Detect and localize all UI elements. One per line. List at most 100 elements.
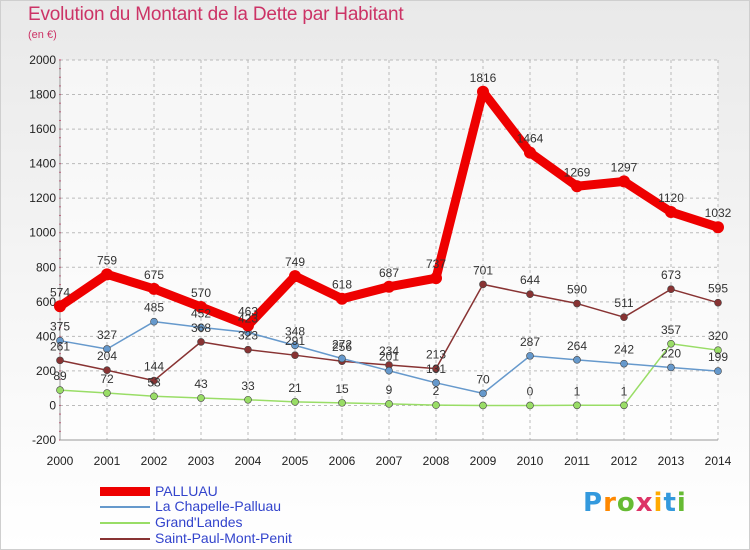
data-point [618, 175, 630, 188]
legend-swatch-grand-landes [100, 522, 150, 524]
y-tick-label: 600 [36, 295, 56, 309]
data-label: 204 [97, 349, 117, 363]
data-point [432, 379, 440, 387]
data-label: 21 [288, 381, 302, 395]
data-label: 53 [147, 375, 161, 389]
y-tick-label: 400 [36, 329, 56, 343]
data-point [244, 345, 252, 354]
x-tick-label: 2000 [47, 454, 74, 468]
x-tick-label: 2014 [705, 454, 732, 468]
data-label: 261 [50, 339, 70, 353]
data-point [430, 272, 442, 285]
logo-letter: i [653, 488, 664, 518]
data-label: 574 [50, 285, 70, 299]
x-tick-label: 2001 [94, 454, 121, 468]
data-label: 15 [335, 382, 349, 396]
data-label: 0 [527, 384, 534, 398]
logo-letter: r [603, 488, 617, 518]
x-tick-label: 2008 [423, 454, 450, 468]
x-tick-label: 2002 [141, 454, 168, 468]
plot-area [60, 60, 718, 440]
data-label: 357 [661, 323, 681, 337]
data-point [385, 400, 393, 408]
data-label: 348 [285, 324, 305, 338]
data-label: 452 [191, 306, 211, 320]
data-label: 673 [661, 268, 681, 282]
data-point [197, 338, 205, 346]
x-tick-label: 2009 [470, 454, 497, 468]
data-label: 701 [473, 263, 493, 277]
data-label: 43 [194, 377, 208, 391]
legend-swatch-saint-paul-mont-penit [100, 538, 150, 540]
data-label: 320 [708, 329, 728, 343]
data-point [432, 364, 440, 373]
logo-letter: t [663, 488, 677, 518]
logo-letter: i [676, 488, 687, 518]
data-point [150, 376, 158, 385]
x-tick-label: 2010 [517, 454, 544, 468]
y-tick-label: 200 [36, 364, 56, 378]
data-label: 272 [332, 337, 352, 351]
data-point [665, 206, 677, 218]
data-point [195, 301, 207, 313]
data-label: 242 [614, 343, 634, 357]
data-label: 368 [191, 321, 211, 335]
data-label: 423 [238, 311, 258, 325]
data-label: 1120 [658, 191, 684, 205]
x-tick-label: 2012 [611, 454, 638, 468]
data-label: 590 [567, 283, 587, 297]
data-point [620, 359, 628, 368]
data-point [289, 270, 301, 283]
data-label: 687 [379, 266, 399, 280]
data-label: 511 [614, 296, 633, 310]
data-label: 1297 [611, 160, 638, 174]
y-tick-label: 0 [49, 398, 56, 412]
x-tick-label: 2011 [564, 454, 590, 468]
data-point [101, 268, 113, 281]
data-point [54, 300, 66, 313]
data-point [620, 313, 628, 321]
y-tick-label: 2000 [29, 53, 56, 67]
y-tick-label: 1000 [29, 226, 56, 240]
data-label: 737 [426, 257, 446, 271]
chart-unit: (en €) [28, 29, 57, 41]
data-point [573, 299, 581, 308]
data-label: 256 [332, 340, 352, 354]
data-label: 375 [50, 320, 70, 334]
data-point [150, 392, 158, 401]
data-point [667, 339, 675, 348]
data-point [526, 352, 534, 360]
data-point [103, 345, 111, 353]
legend-item-la-chapelle-palluau: La Chapelle-Palluau [100, 498, 360, 515]
data-point [714, 367, 722, 375]
y-tick-label: 1600 [29, 122, 56, 136]
data-point [244, 395, 252, 404]
data-point [479, 401, 487, 410]
chart-title: Evolution du Montant de la Dette par Hab… [28, 4, 404, 25]
proxiti-logo: Proxiti [583, 488, 687, 518]
legend-label-saint-paul-mont-penit: Saint-Paul-Mont-Penit [155, 530, 292, 546]
data-point [338, 354, 346, 363]
legend-item-saint-paul-mont-penit: Saint-Paul-Mont-Penit [100, 530, 360, 547]
data-label: 264 [567, 339, 587, 353]
x-tick-label: 2005 [282, 454, 309, 468]
data-point [667, 285, 675, 294]
data-label: 72 [100, 372, 114, 386]
x-tick-label: 2013 [658, 454, 685, 468]
logo-letter: x [635, 488, 654, 518]
data-label: 70 [476, 372, 490, 386]
data-point [291, 351, 299, 359]
data-point [667, 363, 675, 372]
data-label: 89 [53, 369, 67, 383]
data-label: 131 [426, 362, 446, 376]
legend-label-la-chapelle-palluau: La Chapelle-Palluau [155, 498, 282, 514]
data-label: 570 [191, 286, 211, 300]
x-tick-label: 2006 [329, 454, 356, 468]
data-label: 1816 [470, 71, 497, 85]
data-point [56, 386, 64, 394]
data-point [103, 366, 111, 375]
data-label: 1 [621, 384, 628, 398]
data-point [573, 401, 581, 410]
data-label: 33 [241, 379, 255, 393]
data-label: 749 [285, 255, 305, 269]
